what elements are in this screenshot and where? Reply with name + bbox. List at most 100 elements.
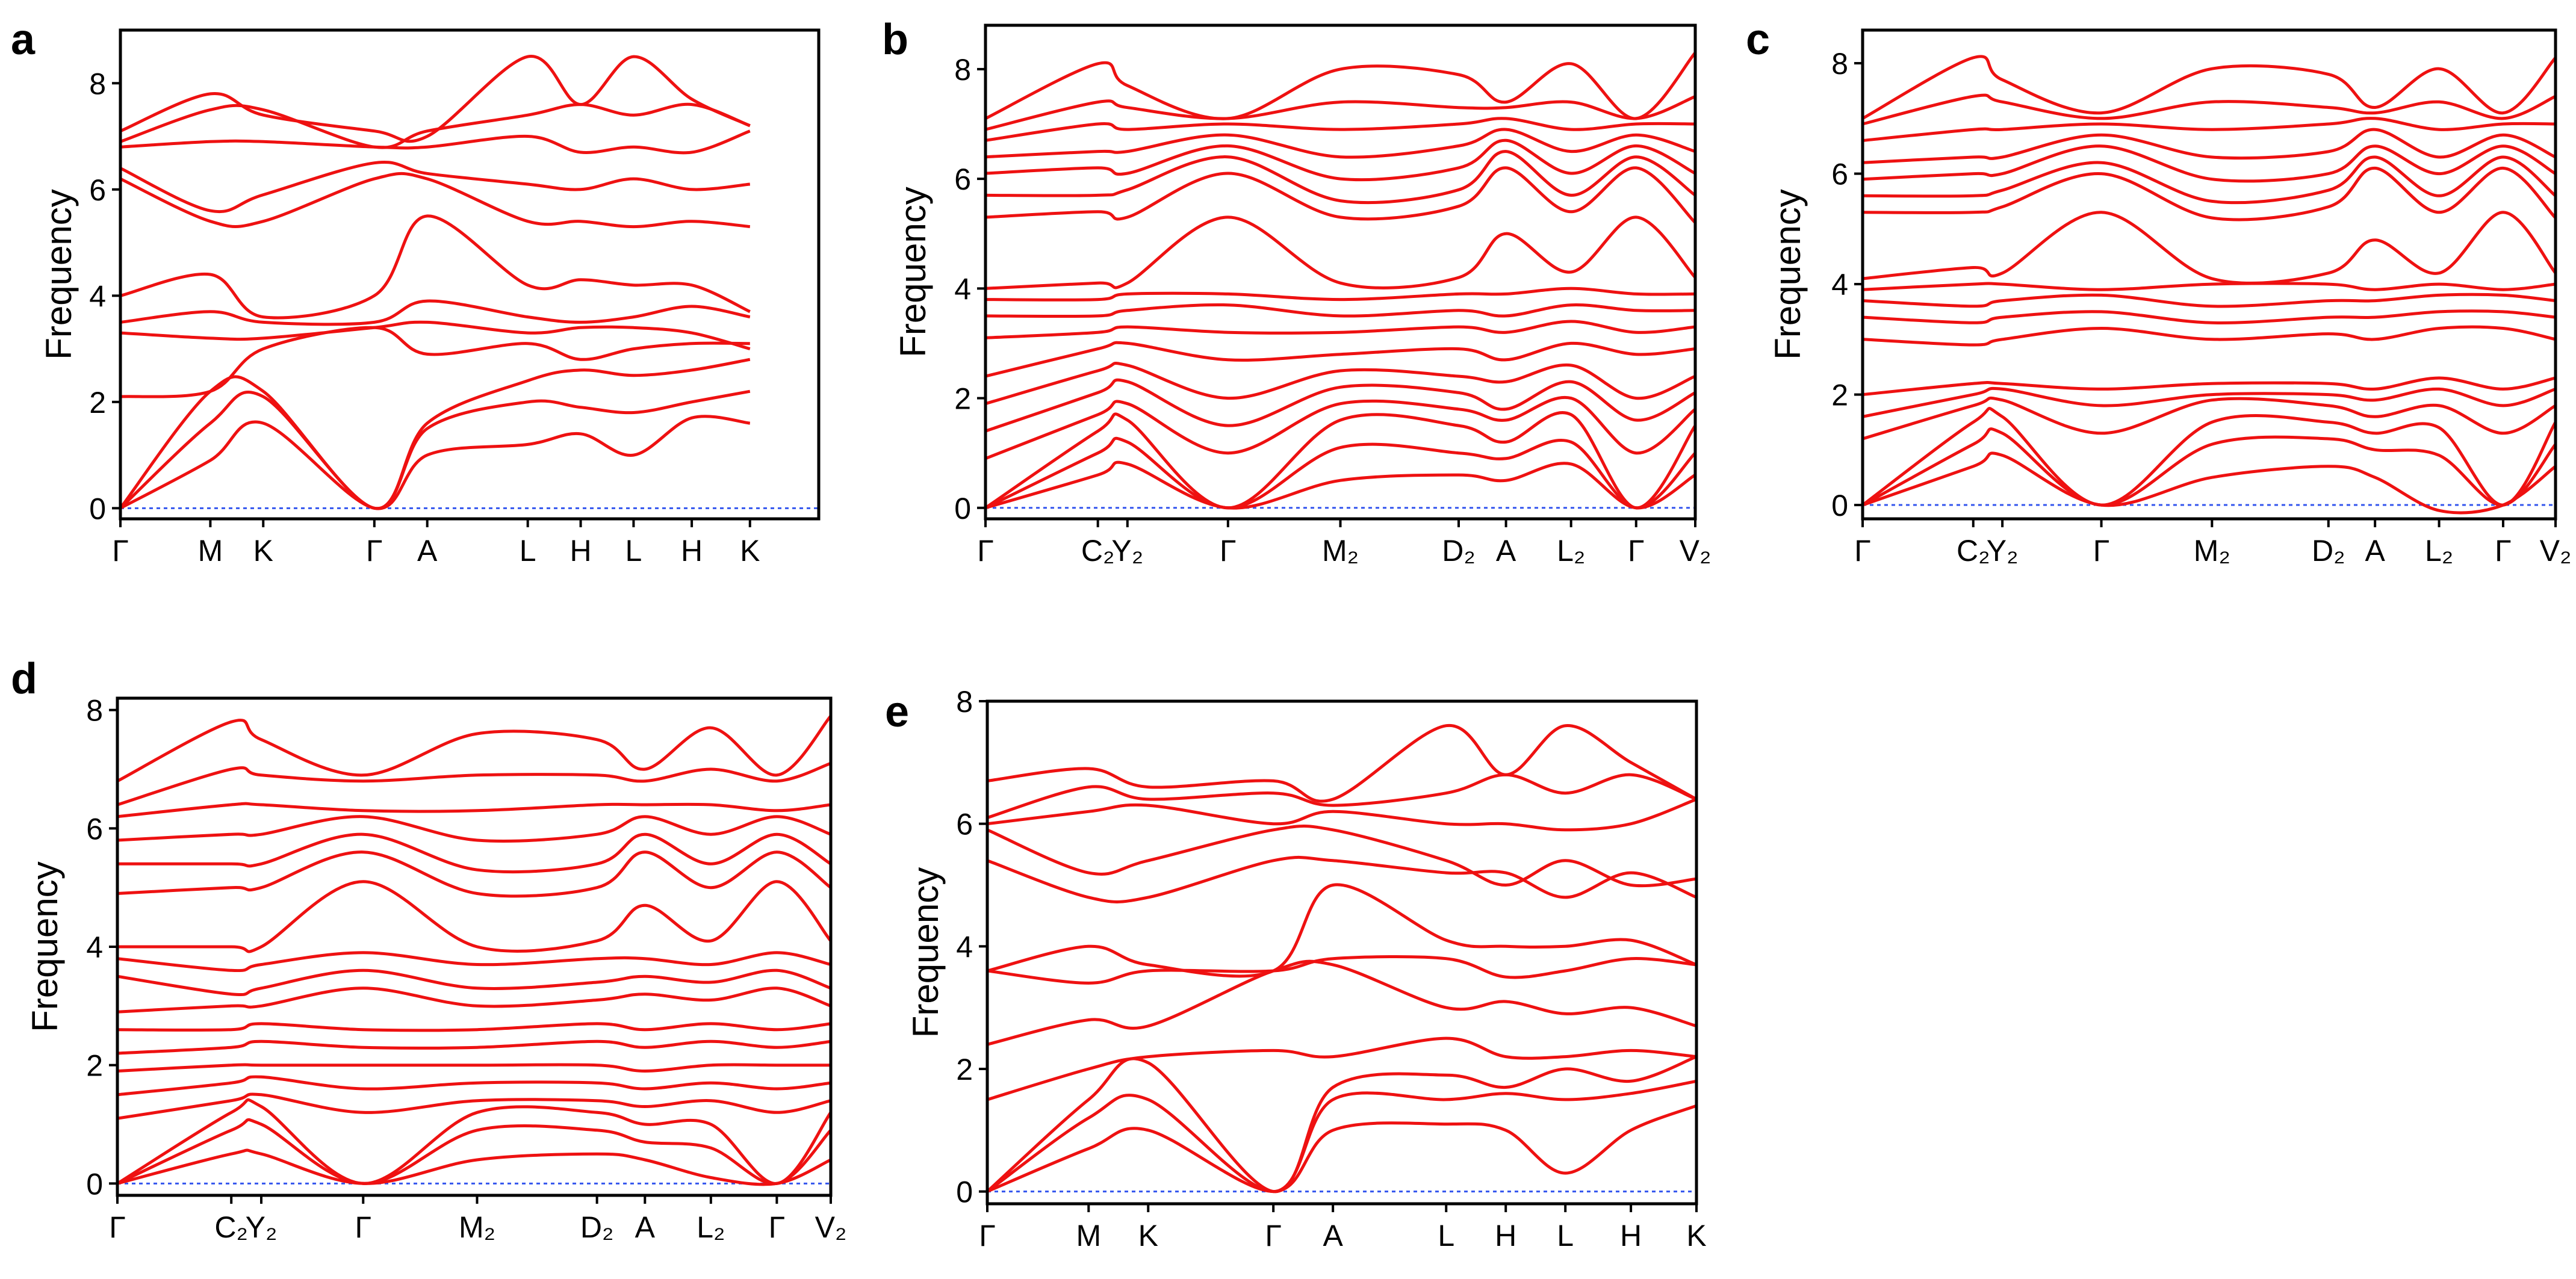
y-tick-label: 8: [89, 67, 106, 101]
band-line-4: [1863, 396, 2556, 441]
band-line-2: [120, 389, 751, 510]
band-line-7: [985, 341, 1695, 378]
x-tick-label: L: [625, 534, 642, 568]
band-line-10: [1863, 282, 2556, 291]
band-line-13: [1863, 155, 2556, 205]
x-tick-label: Y₂: [1987, 534, 2019, 568]
band-line-14: [985, 138, 1695, 182]
band-line-3: [987, 1055, 1696, 1194]
band-line-11: [1863, 211, 2556, 285]
y-tick-label: 8: [956, 685, 973, 719]
band-line-11: [120, 102, 751, 149]
band-line-12: [985, 166, 1695, 224]
band-line-8: [120, 172, 751, 229]
band-line-5: [985, 378, 1695, 433]
band-line-9: [1863, 293, 2556, 308]
band-line-11: [117, 951, 831, 973]
band-line-15: [117, 815, 831, 843]
x-tick-label: H: [1620, 1219, 1642, 1253]
x-tick-label: Γ: [1854, 534, 1871, 568]
x-tick-label: H: [681, 534, 703, 568]
panel-label: c: [1746, 16, 1770, 64]
band-line-1: [120, 415, 751, 510]
band-line-3: [985, 411, 1695, 510]
x-tick-label: Γ: [977, 534, 994, 568]
y-tick-label: 2: [86, 1049, 103, 1083]
y-tick-label: 4: [89, 279, 106, 313]
x-tick-label: L₂: [697, 1210, 725, 1244]
y-tick-label: 8: [1831, 47, 1848, 81]
x-tick-label: L: [1438, 1219, 1454, 1253]
band-group: [120, 55, 751, 510]
band-line-2: [987, 1079, 1696, 1194]
band-line-5: [117, 1075, 831, 1097]
band-line-12: [117, 880, 831, 953]
y-tick-label: 4: [1831, 268, 1848, 302]
x-tick-label: Γ: [1265, 1219, 1282, 1253]
band-line-2: [1863, 427, 2556, 507]
band-line-13: [985, 150, 1695, 205]
x-tick-label: Γ: [2093, 534, 2110, 568]
band-line-13: [117, 850, 831, 898]
band-line-9: [120, 161, 751, 214]
band-line-18: [985, 51, 1695, 120]
x-tick-label: M₂: [2194, 534, 2230, 568]
y-axis-label: Frequency: [39, 189, 79, 359]
band-group: [1863, 55, 2556, 515]
x-tick-label: L₂: [2425, 534, 2453, 568]
x-tick-label: M₂: [1322, 534, 1359, 568]
x-tick-label: M: [1076, 1219, 1101, 1253]
x-tick-label: V₂: [2540, 534, 2572, 568]
band-line-8: [985, 320, 1695, 339]
plot-frame: [119, 28, 821, 521]
band-group: [117, 714, 831, 1186]
band-line-17: [117, 761, 831, 807]
band-line-18: [117, 714, 831, 782]
band-line-11: [987, 773, 1696, 819]
band-line-7: [1863, 325, 2556, 347]
band-line-2: [985, 436, 1695, 510]
y-axis-label: Frequency: [893, 187, 933, 357]
x-tick-label: K: [253, 534, 273, 568]
panel-label: d: [11, 655, 37, 703]
y-tick-label: 0: [86, 1167, 103, 1201]
band-group: [985, 51, 1695, 510]
band-line-17: [985, 95, 1695, 131]
band-line-3: [117, 1098, 831, 1185]
y-tick-label: 0: [89, 492, 106, 525]
x-tick-label: Γ: [366, 534, 383, 568]
y-tick-label: 4: [86, 931, 103, 964]
band-line-1: [1863, 451, 2556, 515]
band-line-15: [1863, 128, 2556, 164]
band-line-10: [987, 797, 1696, 832]
band-line-17: [1863, 93, 2556, 126]
band-line-7: [987, 883, 1696, 978]
x-tick-label: Γ: [979, 1219, 996, 1253]
plot-frame: [984, 23, 1697, 521]
band-line-10: [117, 968, 831, 997]
y-tick-label: 4: [956, 930, 973, 964]
band-line-9: [117, 986, 831, 1014]
x-tick-label: Γ: [355, 1210, 372, 1244]
band-line-14: [117, 832, 831, 874]
x-tick-label: D₂: [580, 1210, 614, 1244]
band-line-4: [120, 326, 750, 398]
band-line-18: [1863, 55, 2556, 120]
x-tick-label: L: [520, 534, 536, 568]
plot-frame: [1861, 28, 2557, 521]
y-tick-label: 6: [954, 163, 971, 196]
band-line-6: [1863, 376, 2556, 397]
band-line-5: [987, 959, 1696, 1046]
y-axis-label: Frequency: [905, 867, 946, 1038]
band-line-2: [117, 1118, 831, 1185]
x-tick-label: Γ: [2495, 534, 2512, 568]
y-tick-label: 6: [89, 173, 106, 207]
y-tick-label: 0: [954, 492, 971, 525]
band-line-1: [987, 1104, 1696, 1194]
y-tick-label: 6: [956, 808, 973, 841]
band-line-6: [120, 299, 751, 326]
